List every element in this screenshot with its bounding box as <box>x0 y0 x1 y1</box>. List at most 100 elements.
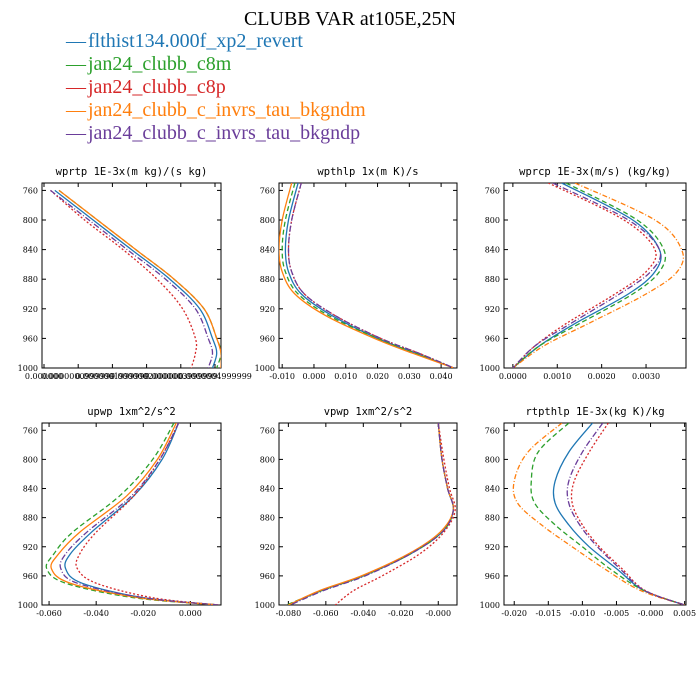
plot-frame <box>278 182 458 369</box>
y-tick-label: 760 <box>485 186 500 195</box>
x-tick-label: -0.005 <box>604 609 630 618</box>
x-tick-label: 0.000 <box>303 372 326 381</box>
panel-title: rtpthlp 1E-3x(kg K)/kg <box>525 406 664 418</box>
y-tick-label: 840 <box>23 246 38 255</box>
panel-title: wprtp 1E-3x(m kg)/(s kg) <box>56 166 208 178</box>
x-tick-label: 0.0010 <box>543 372 571 381</box>
x-tick-label: -0.010 <box>570 609 596 618</box>
y-tick-label: 1000 <box>480 364 500 373</box>
plot-frame <box>41 182 222 369</box>
y-tick-label: 960 <box>485 334 500 343</box>
series-line <box>287 183 455 368</box>
series-line <box>50 189 214 368</box>
y-tick-label: 880 <box>485 514 500 523</box>
x-tick-label: -0.000 <box>425 609 451 618</box>
x-tick-label: 0.000 <box>179 609 202 618</box>
x-tick-label: -0.015 <box>536 609 562 618</box>
y-tick-label: 920 <box>485 305 500 314</box>
x-tick-label: -0.040 <box>351 609 377 618</box>
series-line <box>58 189 221 368</box>
legend-label: jan24_clubb_c8m <box>88 53 232 75</box>
x-tick-label: 0.020 <box>366 372 389 381</box>
series-line <box>512 423 685 605</box>
plot-frame <box>41 422 222 606</box>
y-tick-label: 760 <box>260 426 275 435</box>
panel-title: wprcp 1E-3x(m/s) (kg/kg) <box>519 166 671 178</box>
y-tick-label: 960 <box>23 334 38 343</box>
x-tick-label: -0.020 <box>501 609 527 618</box>
series-line <box>289 423 455 605</box>
legend-label: jan24_clubb_c_invrs_tau_bkgndm <box>88 99 366 121</box>
panel: rtpthlp 1E-3x(kg K)/kg 760 800 840 880 920 960… <box>480 406 696 618</box>
y-tick-label: 760 <box>23 426 38 435</box>
y-tick-label: 1000 <box>18 601 38 610</box>
y-tick-label: 760 <box>485 426 500 435</box>
panel-title: upwp 1xm^2/s^2 <box>87 406 176 418</box>
y-tick-label: 800 <box>485 216 500 225</box>
x-tick-label: 0.0000001999999 <box>75 372 149 381</box>
series-line <box>570 423 685 605</box>
x-tick-label: 0.0000003999999 <box>144 372 218 381</box>
legend-swatch: — <box>66 76 86 98</box>
plot-frame <box>503 422 687 606</box>
x-tick-label: -0.080 <box>276 609 302 618</box>
panel-title: vpwp 1xm^2/s^2 <box>324 406 413 418</box>
x-tick-label: -0.000 <box>638 609 664 618</box>
y-tick-label: 800 <box>260 455 275 464</box>
series-line <box>50 189 198 368</box>
series-line <box>75 423 219 605</box>
y-tick-label: 880 <box>23 275 38 284</box>
series-line <box>50 423 219 605</box>
series-line <box>54 189 218 368</box>
legend-entry: — jan24_clubb_c_invrs_tau_bkgndp <box>66 122 366 145</box>
y-tick-label: 960 <box>23 572 38 581</box>
x-tick-label: -0.020 <box>130 609 156 618</box>
legend-swatch: — <box>66 99 86 121</box>
y-tick-label: 920 <box>485 543 500 552</box>
y-tick-label: 880 <box>23 514 38 523</box>
x-tick-label: 0.040 <box>430 372 453 381</box>
x-tick-label: 0.0000 <box>499 372 527 381</box>
series-line <box>512 183 657 368</box>
x-tick-label: -0.010 <box>269 372 295 381</box>
x-tick-label: 0.0020 <box>588 372 616 381</box>
y-tick-label: 920 <box>260 543 275 552</box>
plot-frame <box>503 182 687 369</box>
legend: — flthist134.000f_xp2_revert — jan24_clubb… <box>66 30 366 145</box>
x-tick-label: 0.0030 <box>632 372 660 381</box>
y-tick-label: 920 <box>260 305 275 314</box>
series-line <box>287 183 455 368</box>
y-tick-label: 800 <box>485 455 500 464</box>
x-tick-label: -0.040 <box>83 609 109 618</box>
series-line <box>64 423 219 605</box>
x-tick-label: 0.030 <box>398 372 421 381</box>
series-line <box>566 423 685 605</box>
y-tick-label: 840 <box>260 485 275 494</box>
y-tick-label: 840 <box>23 485 38 494</box>
y-tick-label: 840 <box>485 485 500 494</box>
series-line <box>530 423 685 605</box>
x-tick-label: 0.0000004999999 <box>178 372 252 381</box>
y-tick-label: 880 <box>485 275 500 284</box>
series-line <box>279 183 455 368</box>
series-line <box>334 423 456 605</box>
x-tick-label: -0.060 <box>313 609 339 618</box>
y-tick-label: 1000 <box>18 364 38 373</box>
y-tick-label: 920 <box>23 305 38 314</box>
panel-title: wpthlp 1x(m K)/s <box>317 166 418 178</box>
x-tick-label: 0.005 <box>673 609 696 618</box>
series-line <box>512 183 667 368</box>
x-tick-label: 0.010 <box>334 372 357 381</box>
y-tick-label: 760 <box>23 186 38 195</box>
series-line <box>288 423 455 605</box>
y-tick-label: 1000 <box>255 601 275 610</box>
legend-entry: — flthist134.000f_xp2_revert <box>66 30 366 53</box>
series-line <box>512 183 685 368</box>
series-line <box>281 183 455 368</box>
y-tick-label: 1000 <box>480 601 500 610</box>
legend-label: flthist134.000f_xp2_revert <box>88 30 303 52</box>
legend-swatch: — <box>66 53 86 75</box>
series-line <box>552 423 685 605</box>
legend-entry: — jan24_clubb_c8p <box>66 76 366 99</box>
